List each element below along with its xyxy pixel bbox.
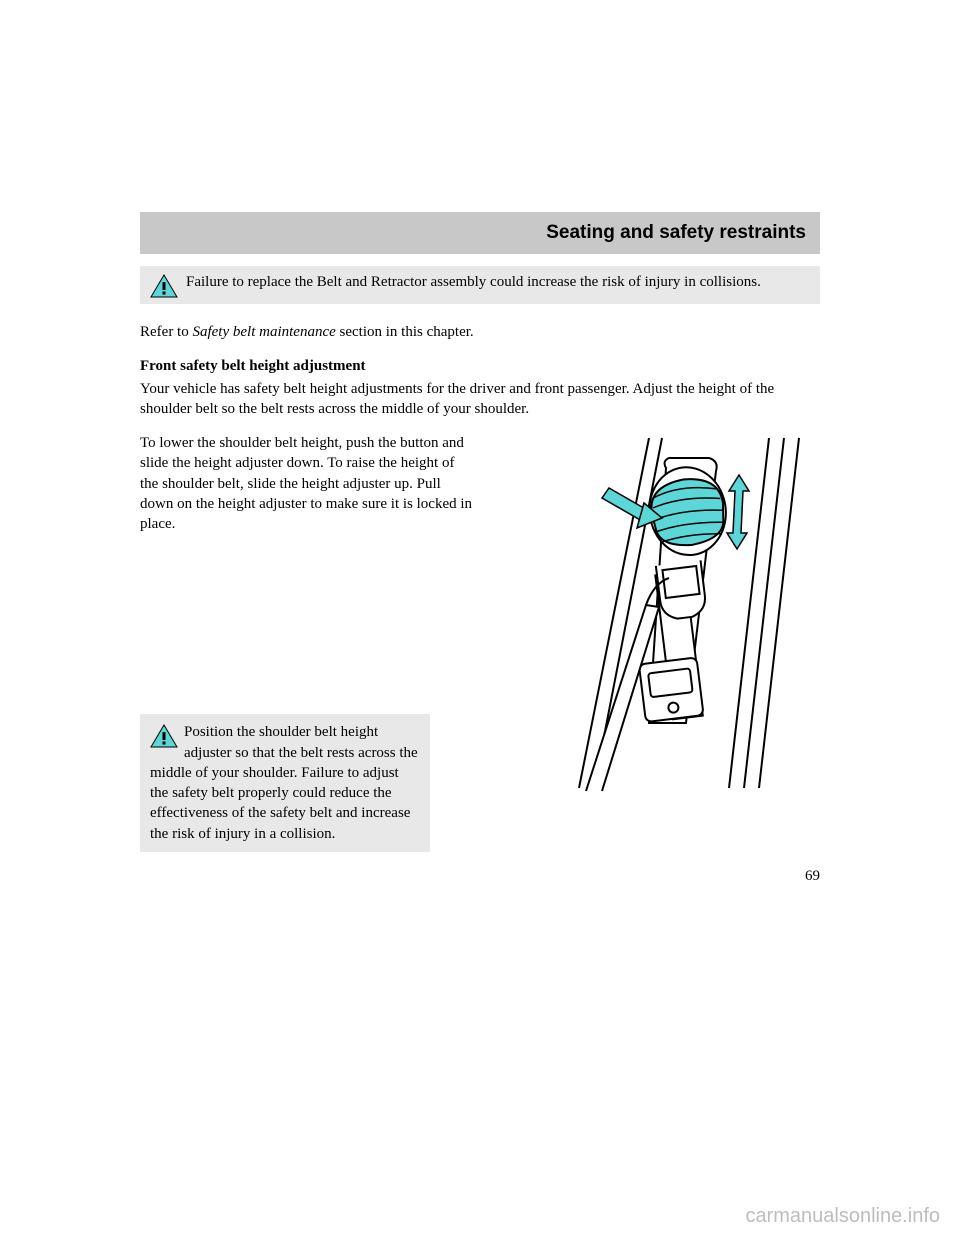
adjuster-heading: Front safety belt height adjustment	[140, 356, 820, 376]
left-column: To lower the shoulder belt height, push …	[140, 433, 472, 852]
updown-arrow-icon	[727, 475, 749, 549]
warning-box-2: Position the shoulder belt height adjust…	[140, 714, 430, 852]
section-header: Seating and safety restraints	[140, 212, 820, 254]
adjuster-para-1: Your vehicle has safety belt height adju…	[140, 379, 820, 420]
warning-1-text: Failure to replace the Belt and Retracto…	[186, 272, 810, 292]
watermark: carmanualsonline.info	[745, 1205, 940, 1228]
warning-icon	[150, 274, 178, 298]
warning-icon	[150, 724, 178, 748]
page-number: 69	[140, 868, 820, 885]
warning-box-1: Failure to replace the Belt and Retracto…	[140, 266, 820, 304]
two-column-layout: To lower the shoulder belt height, push …	[140, 433, 820, 852]
paragraph-1: Refer to Safety belt maintenance section…	[140, 322, 820, 342]
adjuster-para-2: To lower the shoulder belt height, push …	[140, 433, 472, 534]
warning-2-text: Position the shoulder belt height adjust…	[150, 724, 418, 841]
seatbelt-adjuster-illustration	[494, 433, 814, 793]
right-column	[488, 433, 820, 852]
adjuster-section: Front safety belt height adjustment Your…	[140, 356, 820, 419]
page-container: Seating and safety restraints Failure to…	[140, 212, 820, 885]
